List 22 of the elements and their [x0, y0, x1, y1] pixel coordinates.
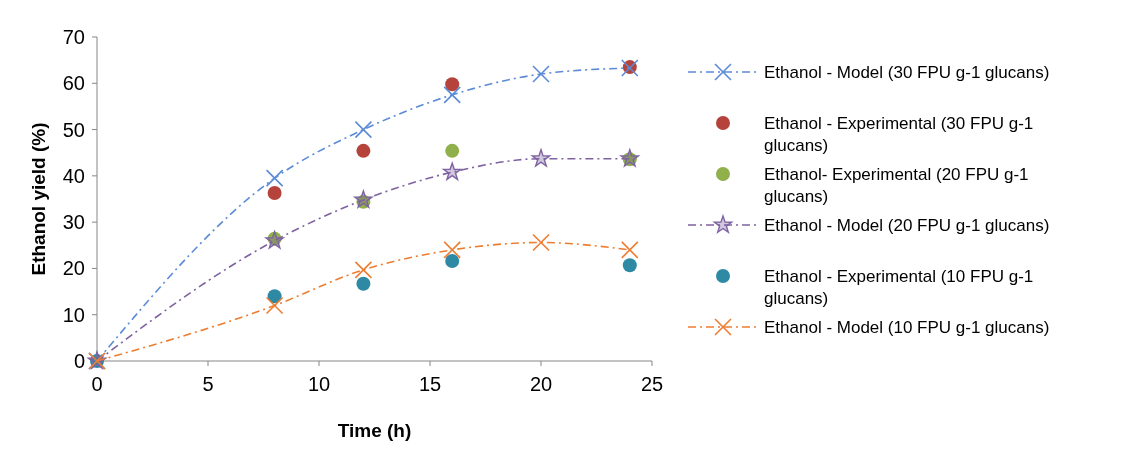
y-tick-label: 20 [62, 257, 85, 280]
y-tick-label: 70 [62, 26, 85, 48]
y-tick-label: 10 [62, 303, 85, 326]
legend-label: Ethanol - Model (10 FPU g-1 glucans) [764, 317, 1050, 337]
x-tick-label: 5 [202, 373, 214, 395]
legend-label: Ethanol - Model (20 FPU g-1 glucans) [764, 215, 1050, 235]
x-tick-label: 15 [418, 373, 442, 395]
x-tick-label: 25 [640, 373, 664, 395]
legend-label: Ethanol - Model (30 FPU g-1 glucans) [764, 62, 1050, 82]
legend-label: Ethanol - Experimental (10 FPU g-1 glucans) [764, 266, 1034, 309]
x-tick-label: 0 [91, 373, 103, 395]
x-axis-title: Time (h) [337, 420, 412, 441]
x-tick-label: 10 [307, 373, 331, 395]
y-tick-label: 30 [62, 211, 85, 234]
legend-label: Ethanol- Experimental (20 FPU g-1 glucans) [764, 164, 1029, 207]
x-tick-label: 20 [529, 373, 553, 395]
legend-label: Ethanol - Experimental (30 FPU g-1 glucans) [764, 113, 1034, 156]
y-tick-label: 50 [62, 118, 85, 141]
y-tick-label: 40 [62, 164, 85, 187]
y-tick-label: 0 [73, 350, 85, 372]
y-tick-label: 60 [62, 72, 85, 95]
y-axis-title: Ethanol yield (%) [28, 122, 49, 276]
